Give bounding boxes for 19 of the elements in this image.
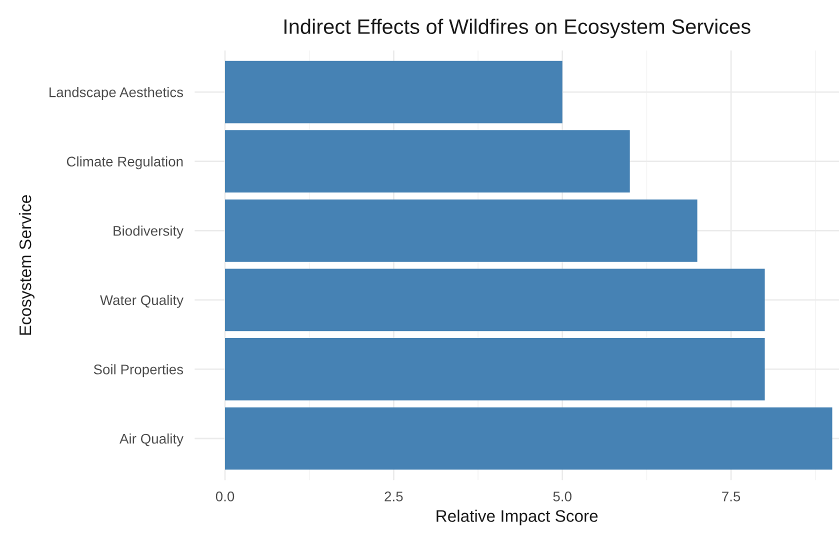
bar xyxy=(225,199,698,262)
bar xyxy=(225,338,765,400)
bar xyxy=(225,60,562,124)
x-tick-label: 2.5 xyxy=(384,492,403,502)
bar xyxy=(225,130,630,193)
x-tick-label: 0.0 xyxy=(216,492,234,502)
y-tick-label: Air Quality xyxy=(120,433,184,446)
y-tick-label: Water Quality xyxy=(100,294,184,308)
x-tick-label: 7.5 xyxy=(722,492,740,502)
y-tick-label: Soil Properties xyxy=(94,364,184,378)
y-axis-title: Ecosystem Service xyxy=(18,195,35,335)
bar xyxy=(225,268,765,332)
x-tick-label: 5.0 xyxy=(553,492,572,502)
y-tick-label: Biodiversity xyxy=(114,226,184,239)
bar xyxy=(225,407,832,470)
y-tick-label: Climate Regulation xyxy=(66,156,183,170)
y-tick-label: Landscape Aesthetics xyxy=(50,87,184,100)
x-axis-title: Relative Impact Score xyxy=(436,510,598,526)
chart-title: Indirect Effects of Wildfires on Ecosystem Services xyxy=(284,18,750,38)
